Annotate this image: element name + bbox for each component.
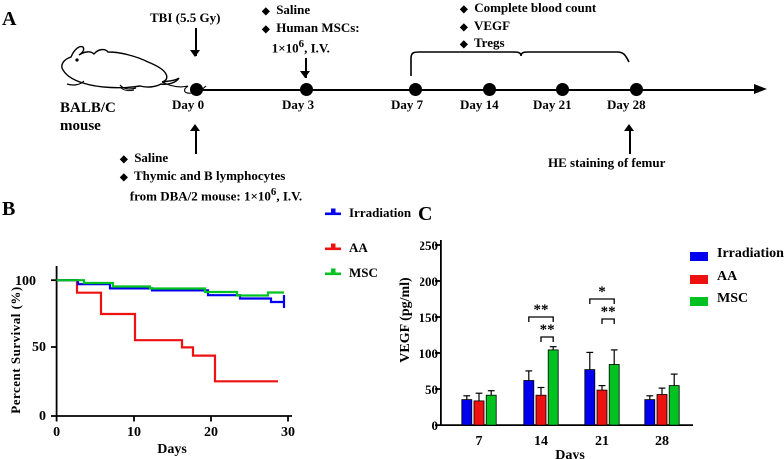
- svg-text:150: 150: [420, 310, 438, 325]
- svg-text:250: 250: [420, 238, 438, 253]
- svg-text:50: 50: [32, 340, 46, 355]
- svg-text:100: 100: [420, 346, 438, 361]
- svg-text:**: **: [601, 304, 616, 320]
- svg-text:**: **: [540, 322, 555, 338]
- svg-text:Percent Survival (%): Percent Survival (%): [8, 286, 23, 413]
- svg-text:0: 0: [39, 409, 46, 424]
- svg-text:10: 10: [127, 425, 141, 440]
- svg-text:28: 28: [655, 434, 669, 449]
- svg-text:20: 20: [204, 425, 218, 440]
- svg-text:30: 30: [281, 425, 295, 440]
- svg-text:21: 21: [595, 434, 609, 449]
- svg-text:0: 0: [53, 425, 60, 440]
- svg-text:*: *: [598, 284, 606, 300]
- svg-text:Days: Days: [555, 448, 585, 459]
- svg-text:0: 0: [432, 418, 439, 433]
- svg-text:200: 200: [420, 274, 438, 289]
- svg-text:50: 50: [425, 382, 438, 397]
- svg-text:Days: Days: [157, 442, 187, 457]
- svg-text:7: 7: [476, 434, 483, 449]
- svg-text:**: **: [534, 302, 549, 318]
- svg-text:14: 14: [534, 434, 548, 449]
